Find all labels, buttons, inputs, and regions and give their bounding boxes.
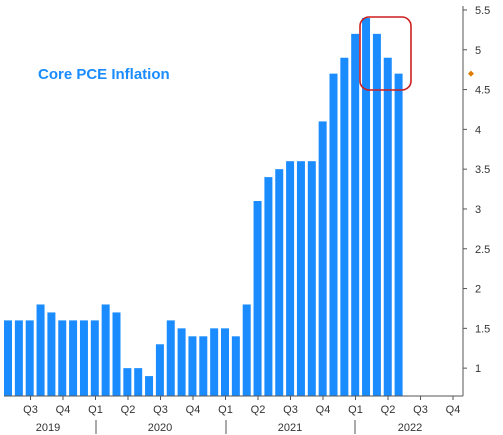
x-year-label: 2021 <box>278 422 302 434</box>
x-quarter-label: Q2 <box>121 404 136 416</box>
x-year-label: 2020 <box>148 422 172 434</box>
x-quarter-label: Q1 <box>88 404 103 416</box>
highlight-box <box>359 16 412 91</box>
bar <box>134 368 143 396</box>
bar <box>210 328 219 396</box>
bar <box>275 169 284 396</box>
x-quarter-label: Q4 <box>316 404 331 416</box>
bar <box>90 320 99 396</box>
y-tick-label: 3 <box>475 204 481 216</box>
y-tick-label: 2 <box>475 284 481 296</box>
bar <box>101 304 110 396</box>
bar <box>286 161 295 396</box>
bar <box>145 376 154 396</box>
bar <box>372 33 381 397</box>
chart-title: Core PCE Inflation <box>38 66 170 83</box>
bar <box>123 368 132 396</box>
bar <box>242 304 251 396</box>
y-tick-label: 1.5 <box>475 323 490 335</box>
y-tick-label: 5 <box>475 45 481 57</box>
x-year-label: 2019 <box>36 422 60 434</box>
bar <box>4 320 12 396</box>
bar <box>36 304 45 396</box>
y-tick-label: 4 <box>475 124 481 136</box>
bar <box>79 320 88 396</box>
bar <box>177 328 186 396</box>
x-quarter-label: Q3 <box>283 404 298 416</box>
bar <box>307 161 316 396</box>
y-tick-label: 3.5 <box>475 164 490 176</box>
last-value-marker <box>468 70 474 77</box>
bar <box>47 312 56 396</box>
x-axis: Q3 Q4 Q1 Q2 Q3 Q4 Q1 Q2 Q3 Q4 Q1 Q2 Q3 Q4 2019 2020 2021… <box>23 396 460 434</box>
x-quarter-label: Q3 <box>413 404 428 416</box>
bar <box>264 177 273 396</box>
bar <box>155 344 164 396</box>
x-quarter-label: Q1 <box>218 404 233 416</box>
bar <box>25 320 34 396</box>
bar <box>58 320 67 396</box>
bar <box>394 73 403 397</box>
bar <box>69 320 78 396</box>
x-quarter-label: Q2 <box>381 404 396 416</box>
bar <box>383 57 392 396</box>
bar <box>362 17 371 396</box>
bar <box>14 320 23 396</box>
bar <box>296 161 305 396</box>
bar <box>329 73 338 397</box>
y-tick-label: 5.5 <box>475 5 490 17</box>
bar <box>166 320 175 396</box>
bar <box>188 336 197 396</box>
bar <box>231 336 240 396</box>
y-tick-label: 1 <box>475 363 481 375</box>
bars-group <box>4 17 403 397</box>
x-quarter-label: Q1 <box>348 404 363 416</box>
x-quarter-label: Q4 <box>186 404 201 416</box>
bar <box>318 121 327 396</box>
bar <box>112 312 121 396</box>
x-quarter-label: Q4 <box>56 404 71 416</box>
x-quarter-label: Q3 <box>23 404 38 416</box>
x-quarter-label: Q3 <box>153 404 168 416</box>
y-tick-label: 4.5 <box>475 85 490 97</box>
x-quarter-label: Q4 <box>446 404 461 416</box>
bar <box>221 328 229 396</box>
bar <box>199 336 208 396</box>
bar <box>340 57 349 396</box>
y-axis: 1 1.5 2 2.5 3 3.5 4 4.5 5 5.5 <box>463 5 490 375</box>
bar <box>253 201 262 396</box>
bar <box>351 33 360 397</box>
x-year-label: 2022 <box>398 422 422 434</box>
y-tick-label: 2.5 <box>475 244 490 256</box>
x-quarter-label: Q2 <box>251 404 266 416</box>
